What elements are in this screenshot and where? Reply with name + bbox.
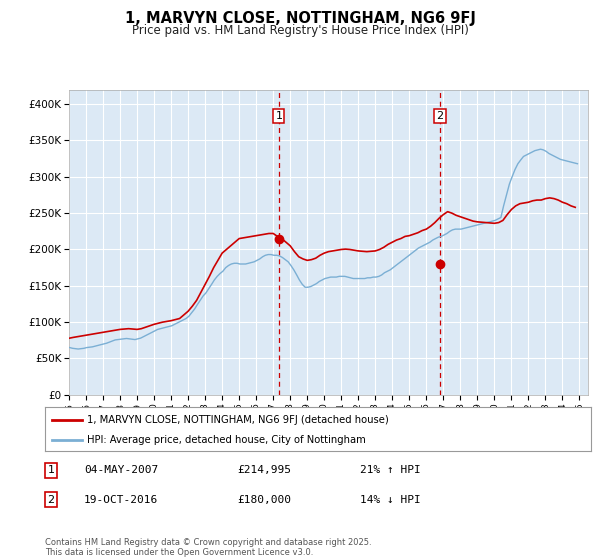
Text: 19-OCT-2016: 19-OCT-2016 [84,494,158,505]
Text: Contains HM Land Registry data © Crown copyright and database right 2025.
This d: Contains HM Land Registry data © Crown c… [45,538,371,557]
Text: 04-MAY-2007: 04-MAY-2007 [84,465,158,475]
Text: 1: 1 [47,465,55,475]
Text: Price paid vs. HM Land Registry's House Price Index (HPI): Price paid vs. HM Land Registry's House … [131,24,469,36]
Text: HPI: Average price, detached house, City of Nottingham: HPI: Average price, detached house, City… [87,435,366,445]
Text: 2: 2 [47,494,55,505]
Text: 1: 1 [275,110,283,120]
Text: £214,995: £214,995 [237,465,291,475]
Text: £180,000: £180,000 [237,494,291,505]
Text: 1, MARVYN CLOSE, NOTTINGHAM, NG6 9FJ: 1, MARVYN CLOSE, NOTTINGHAM, NG6 9FJ [125,11,475,26]
Text: 2: 2 [436,110,443,120]
Text: 1, MARVYN CLOSE, NOTTINGHAM, NG6 9FJ (detached house): 1, MARVYN CLOSE, NOTTINGHAM, NG6 9FJ (de… [87,415,389,425]
Text: 21% ↑ HPI: 21% ↑ HPI [360,465,421,475]
Text: 14% ↓ HPI: 14% ↓ HPI [360,494,421,505]
